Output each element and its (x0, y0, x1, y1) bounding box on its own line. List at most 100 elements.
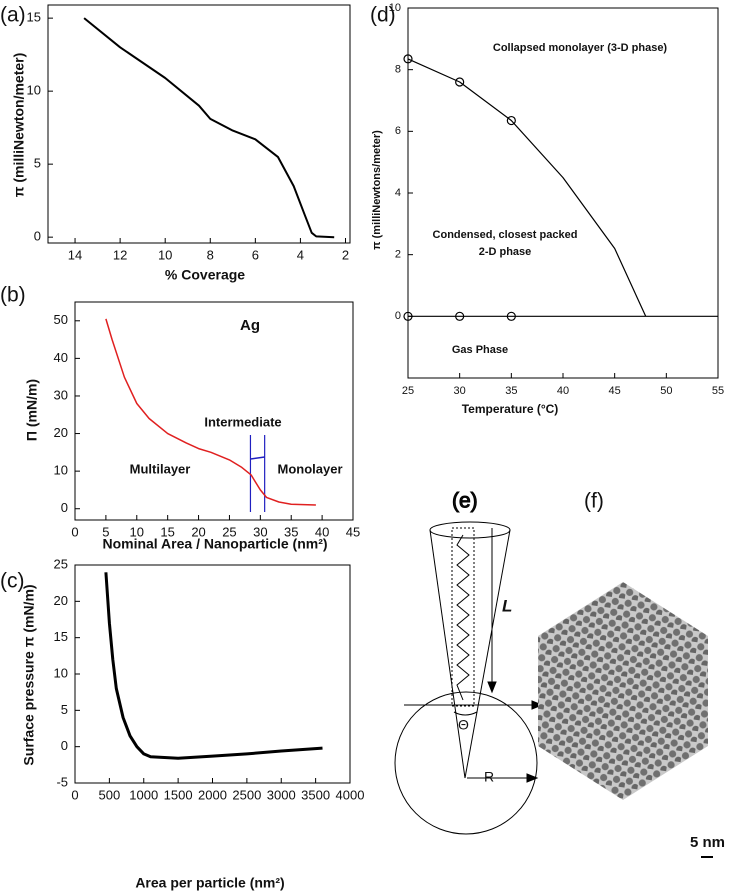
y-tick-label: 15 (27, 10, 41, 25)
x-tick-label: 40 (315, 524, 329, 539)
dotted-column (451, 527, 475, 707)
x-tick-label: 45 (609, 385, 621, 397)
x-tick-label: 45 (346, 524, 360, 539)
chart: 0 500 1000 1500 2000 2500 3000 3500 4000-5051015… (0, 556, 364, 890)
plot-frame (407, 7, 719, 379)
x-tick-label: 500 (99, 787, 121, 802)
y-tick-label: 5 (61, 702, 68, 717)
x-tick-label: 2000 (198, 787, 227, 802)
annotation: Monolayer (277, 461, 342, 476)
y-tick-label: 10 (54, 665, 68, 680)
x-tick-label: 2 (342, 247, 349, 262)
x-axis-label: Area per particle (nm²) (135, 875, 284, 891)
chart-title: Ag (240, 317, 260, 334)
x-tick-label: 10 (130, 524, 144, 539)
y-axis-label: π (milliNewtons/meter) (371, 130, 383, 250)
y-tick-label: 15 (54, 629, 68, 644)
x-axis-label: % Coverage (165, 267, 245, 283)
x-tick-label: 40 (557, 385, 569, 397)
annotation: Condensed, closest packed (433, 229, 578, 241)
y-tick-label: 0 (61, 500, 68, 515)
panel-label: (e) (452, 490, 478, 513)
chart: 14 12 10 8 6 4 2 0 5 10 15(a) % Coverage π (milliNew… (0, 4, 351, 283)
x-tick-label: 15 (160, 524, 174, 539)
y-tick-label: 0 (395, 310, 401, 322)
x-tick-label: 4 (297, 247, 304, 262)
hexagon-image (538, 582, 708, 800)
cone-edge (464, 529, 511, 779)
x-tick-label: 2500 (232, 787, 261, 802)
diagram: (e) L f Θ R (394, 489, 552, 835)
marker (506, 115, 516, 126)
y-tick-label: 25 (54, 556, 68, 571)
x-tick-label: 55 (712, 385, 724, 397)
x-tick-label: 3000 (267, 787, 296, 802)
plot-frame (74, 301, 354, 521)
angle-label: Θ (458, 717, 469, 733)
x-tick-label: 12 (113, 247, 127, 262)
data-line (105, 318, 316, 506)
spring (456, 534, 470, 701)
panel-label: (f) (584, 490, 604, 513)
y-tick-label: 10 (389, 2, 401, 14)
y-tick-label: 50 (54, 312, 68, 327)
y-tick-label: 4 (395, 187, 401, 199)
x-tick-label: 35 (505, 385, 517, 397)
y-tick-label: 5 (34, 156, 41, 171)
y-tick-label: 0 (61, 738, 68, 753)
y-tick-label: 6 (395, 125, 401, 137)
panel-label: (c) (0, 570, 25, 593)
x-tick-label: 30 (253, 524, 267, 539)
x-tick-label: 20 (191, 524, 205, 539)
data-line (407, 58, 647, 317)
y-axis-label: Surface pressure π (mN/m) (21, 584, 37, 765)
x-tick-label: 4000 (336, 787, 365, 802)
x-tick-label: 14 (68, 247, 82, 262)
scale-label: 5 nm (690, 834, 725, 851)
marker (403, 54, 413, 64)
x-tick-label: 0 (71, 787, 78, 802)
sphere (394, 691, 538, 835)
x-tick-label: 3500 (301, 787, 330, 802)
x-tick-label: 8 (207, 247, 214, 262)
chart: 25 30 35 40 45 50 55 0 2 4 6 8 10(d) Temperature (°C)… (370, 2, 724, 416)
annotation: Multilayer (130, 461, 191, 476)
panel-label: (d) (370, 4, 396, 27)
annotation: Intermediate (204, 414, 281, 429)
data-line (83, 17, 335, 239)
cone-edge (429, 529, 466, 779)
y-tick-label: 30 (54, 387, 68, 402)
annotation: 2-D phase (479, 246, 532, 258)
x-tick-label: 30 (454, 385, 466, 397)
radius-label: R (484, 769, 494, 785)
marker (455, 77, 465, 87)
panel-label: (b) (0, 284, 26, 307)
plot-frame (47, 4, 351, 244)
y-tick-label: 20 (54, 593, 68, 608)
intermediate-arrow (250, 456, 265, 460)
chart: 0 5 10 15 20 25 30 35 40 45 0 10 20 30 40 50 (b) Nominal … (0, 284, 360, 552)
x-axis-label: Nominal Area / Nanoparticle (nm²) (102, 536, 327, 552)
y-tick-label: 0 (34, 229, 41, 244)
x-axis-label: Temperature (°C) (462, 402, 559, 416)
y-tick-label: 20 (54, 425, 68, 440)
y-axis-label: π (milliNewton/meter) (11, 53, 27, 198)
length-label: L (502, 596, 512, 615)
x-tick-label: 25 (402, 385, 414, 397)
annotation: Collapsed monolayer (3-D phase) (493, 42, 668, 54)
y-tick-label: 8 (395, 64, 401, 76)
x-tick-label: 1000 (129, 787, 158, 802)
arrowhead (526, 773, 539, 783)
y-tick-label: -5 (56, 774, 68, 789)
y-tick-label: 10 (54, 463, 68, 478)
x-tick-label: 25 (222, 524, 236, 539)
y-tick-label: 2 (395, 249, 401, 261)
x-tick-label: 50 (660, 385, 672, 397)
y-tick-label: 40 (54, 350, 68, 365)
x-tick-label: 35 (284, 524, 298, 539)
x-tick-label: 10 (158, 247, 172, 262)
y-axis-label: Π (mN/m) (24, 379, 40, 441)
cone-top (429, 521, 511, 539)
x-tick-label: 1500 (164, 787, 193, 802)
